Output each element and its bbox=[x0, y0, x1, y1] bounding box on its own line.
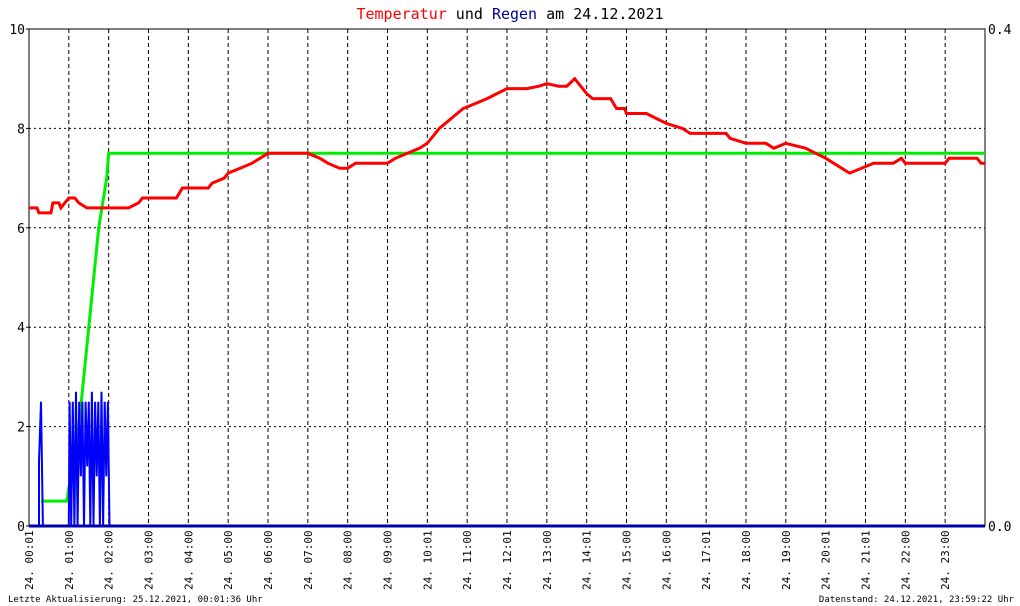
x-tick-label: 24. 12:01 bbox=[501, 530, 514, 590]
x-tick-label: 24. 16:00 bbox=[660, 530, 673, 590]
x-tick-label: 24. 15:00 bbox=[621, 530, 634, 590]
y-tick-label-right: 0.4 bbox=[988, 23, 1012, 38]
y-tick-label-right: 0.0 bbox=[988, 520, 1011, 535]
x-tick-label: 24. 08:00 bbox=[342, 530, 355, 590]
x-tick-label: 24. 21:01 bbox=[860, 530, 873, 590]
x-axis: 24. 00:01 24. 01:00 24. 02:00 24. 03:00 24. … bbox=[23, 530, 952, 590]
x-tick-label: 24. 23:00 bbox=[939, 530, 952, 590]
x-tick-label: 24. 13:00 bbox=[541, 530, 554, 590]
x-tick-label: 24. 02:00 bbox=[103, 530, 116, 590]
y-tick-label-left: 6 bbox=[17, 222, 25, 237]
x-tick-label: 24. 09:00 bbox=[382, 530, 395, 590]
x-tick-label: 24. 18:00 bbox=[740, 530, 753, 590]
title-part-0: Temperatur bbox=[356, 5, 446, 23]
y-tick-label-left: 2 bbox=[17, 421, 25, 436]
x-tick-label: 24. 05:00 bbox=[222, 530, 235, 590]
y-axis-left: 0 2 4 6 8 10 bbox=[9, 23, 29, 535]
x-tick-label: 24. 19:00 bbox=[780, 530, 793, 590]
series-line-rain_cumulative bbox=[41, 151, 985, 503]
series-line-rain_rate bbox=[29, 391, 985, 527]
title-part-2: Regen bbox=[492, 5, 537, 23]
title-part-1: und bbox=[447, 5, 492, 23]
x-tick-label: 24. 17:01 bbox=[700, 530, 713, 590]
title-part-3: am 24.12.2021 bbox=[537, 5, 663, 23]
chart-title: Temperatur und Regen am 24.12.2021 bbox=[356, 5, 663, 23]
x-tick-label: 24. 00:01 bbox=[23, 530, 36, 590]
grid bbox=[29, 29, 985, 526]
series-layer bbox=[29, 76, 985, 527]
y-tick-label-left: 10 bbox=[9, 23, 25, 38]
y-tick-label-left: 4 bbox=[17, 321, 25, 336]
x-tick-label: 24. 10:01 bbox=[421, 530, 434, 590]
x-tick-label: 24. 04:00 bbox=[182, 530, 195, 590]
y-tick-label-left: 8 bbox=[17, 122, 25, 137]
x-tick-label: 24. 01:00 bbox=[63, 530, 76, 590]
y-tick-label-left: 0 bbox=[17, 520, 25, 535]
x-tick-label: 24. 06:00 bbox=[262, 530, 275, 590]
series-line-temperature bbox=[29, 76, 985, 215]
x-tick-label: 24. 03:00 bbox=[143, 530, 156, 590]
x-tick-label: 24. 14:01 bbox=[581, 530, 594, 590]
footer-last-update: Letzte Aktualisierung: 25.12.2021, 00:01… bbox=[8, 595, 263, 605]
x-tick-label: 24. 11:00 bbox=[461, 530, 474, 590]
x-tick-label: 24. 07:00 bbox=[302, 530, 315, 590]
y-axis-right: 0.0 0.4 bbox=[988, 23, 1012, 535]
x-tick-label: 24. 20:01 bbox=[820, 530, 833, 590]
x-tick-label: 24. 22:00 bbox=[899, 530, 912, 590]
footer-data-status: Datenstand: 24.12.2021, 23:59:22 Uhr bbox=[819, 595, 1015, 605]
